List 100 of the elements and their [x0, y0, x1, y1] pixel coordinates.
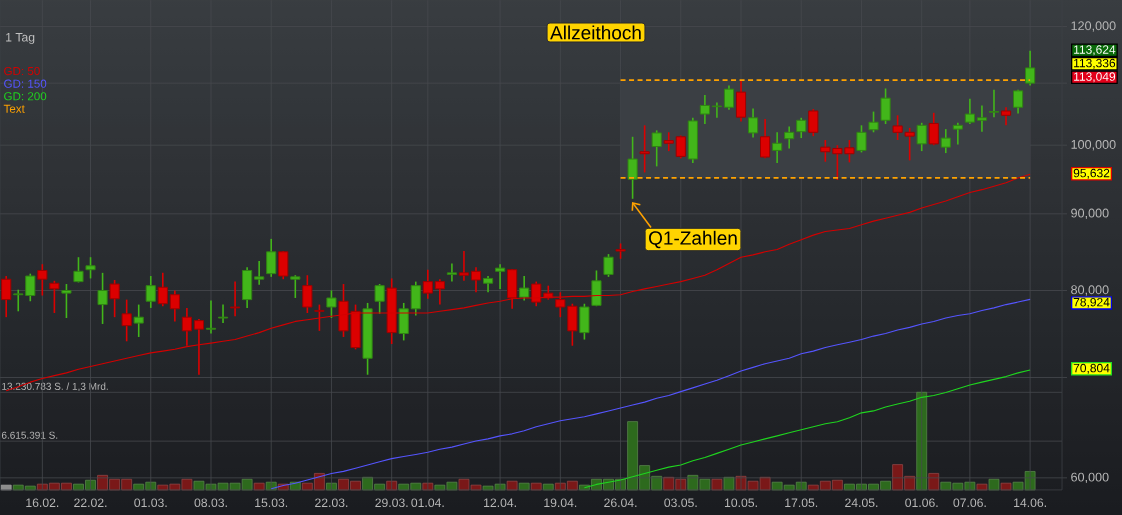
text: GD: 50 [4, 66, 40, 76]
candlestick [1000, 106, 1012, 127]
candlestick [145, 275, 156, 309]
candlestick [760, 118, 771, 160]
x-tick-label: 01.04. [411, 498, 444, 508]
candlestick [326, 289, 337, 319]
text: Text [3, 104, 25, 113]
text: 78,924 [1073, 297, 1110, 308]
y-tick-label: 100,000 [1071, 139, 1116, 151]
y-tick-label: 120,000 [1071, 21, 1116, 32]
candlestick [784, 125, 795, 150]
candlestick [121, 298, 132, 343]
candlestick [928, 112, 939, 146]
bar [0, 484, 12, 491]
x-tick-label: 12.04. [484, 498, 516, 508]
x-tick-label: 22.03. [315, 498, 348, 508]
bar [723, 476, 735, 491]
candlestick [446, 262, 457, 283]
candlestick [230, 280, 241, 318]
bar [988, 478, 1000, 491]
x-tick-label: 22.02. [74, 498, 107, 508]
candlestick [434, 278, 445, 306]
text: GD: 150 [4, 79, 47, 88]
candlestick [639, 124, 650, 174]
candlestick [302, 274, 313, 314]
x-tick-label: 24.05. [845, 498, 878, 508]
y-tick-label: 80,000 [1071, 285, 1109, 296]
y-tick-label: 90,000 [1071, 208, 1109, 220]
text: 70,804 [1073, 363, 1110, 374]
candlestick [133, 303, 144, 338]
candlestick [374, 283, 385, 315]
annotation: Q1-Zahlen [649, 230, 737, 249]
candlestick [1025, 50, 1036, 87]
candlestick [157, 272, 168, 308]
candlestick [531, 280, 542, 308]
candlestick [49, 280, 60, 314]
x-tick-label: 29.03. [375, 498, 408, 508]
candlestick [97, 272, 108, 325]
x-tick-label: 03.05. [664, 498, 697, 508]
candlestick [266, 238, 277, 278]
x-tick-label: 01.06. [905, 498, 938, 508]
candlestick [37, 263, 48, 297]
candlestick [109, 279, 120, 318]
candlestick [470, 266, 482, 294]
x-tick-label: 08.03. [194, 498, 227, 508]
candlestick [711, 101, 722, 119]
candlestick [952, 122, 963, 146]
candlestick [603, 253, 614, 278]
bar [1000, 482, 1012, 491]
x-tick-label: 01.03. [134, 498, 167, 508]
candlestick [61, 283, 72, 319]
candlestick [13, 288, 24, 313]
candlestick [314, 303, 325, 332]
candlestick [651, 129, 662, 168]
y-tick-label: 60,000 [1071, 472, 1109, 484]
bar [711, 478, 723, 491]
candlestick [290, 274, 301, 299]
candlestick [169, 289, 180, 323]
candlestick [193, 318, 205, 376]
x-tick-label: 16.02. [26, 498, 59, 508]
ref-line-label: 6.615.391 S. [1, 431, 58, 439]
candlestick [627, 135, 638, 200]
candlestick [410, 280, 421, 317]
candlestick [73, 256, 84, 284]
annotation: Allzeithoch [550, 25, 641, 40]
candlestick [964, 97, 975, 125]
candlestick [254, 260, 265, 286]
x-tick-label: 15.03. [255, 498, 288, 508]
candlestick [772, 131, 783, 164]
bar [976, 483, 988, 491]
candlestick [723, 84, 735, 111]
x-tick-label: 17.05. [785, 498, 818, 508]
candlestick [25, 272, 36, 303]
x-tick-label: 19.04. [544, 498, 577, 508]
candlestick [458, 250, 470, 282]
x-tick-label: 26.04. [604, 498, 637, 508]
candlestick [519, 275, 530, 302]
candlestick [205, 299, 217, 335]
candlestick [976, 104, 988, 133]
candlestick [217, 303, 229, 324]
candlestick [940, 128, 951, 154]
x-tick-label: 10.05. [724, 498, 757, 508]
candlestick [1, 275, 12, 318]
x-tick-label: 07.06. [953, 498, 986, 508]
text: 113,049 [1074, 72, 1116, 83]
x-tick-label: 14.06. [1014, 498, 1046, 508]
candlestick [988, 88, 1000, 118]
bar [916, 391, 928, 491]
bar [542, 483, 554, 491]
text: 95,632 [1073, 168, 1110, 179]
text: 113,624 [1074, 45, 1116, 56]
candlestick [868, 110, 879, 134]
candlestick [880, 87, 891, 125]
candlestick [663, 131, 674, 152]
candlestick [495, 263, 506, 290]
candlestick [796, 116, 807, 139]
candlestick [85, 256, 96, 280]
text: 1 Tag [6, 33, 35, 44]
candlestick [916, 122, 927, 152]
candlestick [699, 94, 710, 125]
